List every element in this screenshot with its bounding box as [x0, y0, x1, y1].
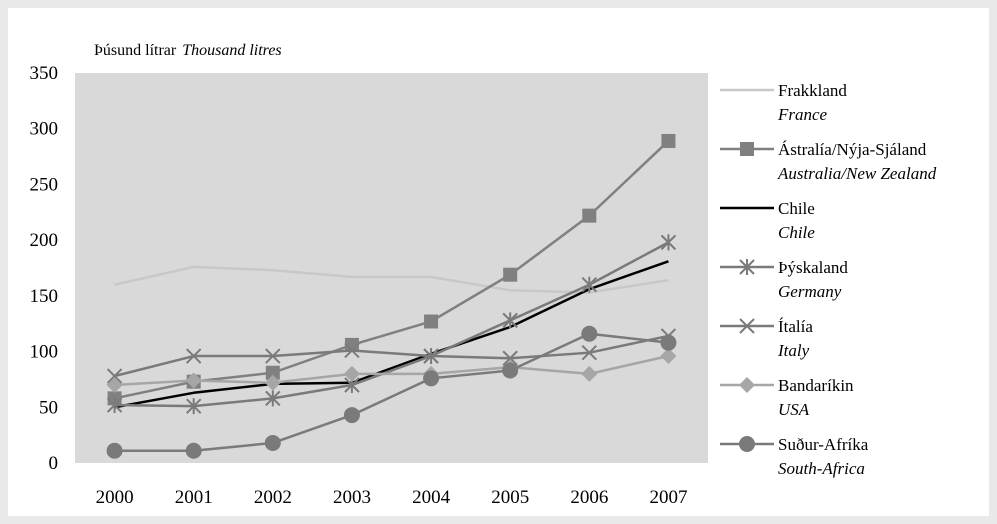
data-point [106, 368, 123, 384]
data-point [185, 372, 202, 389]
data-point [581, 344, 598, 361]
series-line [114, 241, 670, 408]
series-line [114, 334, 669, 378]
legend-marker [739, 259, 755, 275]
series-line [114, 260, 669, 409]
data-point [343, 407, 360, 424]
y-tick-label: 200 [30, 230, 59, 251]
legend-label-en: Australia/New Zealand [777, 164, 937, 183]
y-tick-label: 350 [30, 63, 59, 84]
series-6 [106, 325, 677, 459]
legend-label-en: Germany [778, 282, 842, 301]
data-point [660, 334, 677, 351]
legend-label: Ítalía [778, 317, 813, 336]
data-point [264, 374, 281, 391]
data-point [344, 337, 359, 352]
data-point [265, 365, 280, 380]
legend-label: Bandaríkin [778, 376, 854, 395]
legend-item-0: Frakkland France [720, 81, 847, 124]
data-point [581, 276, 598, 293]
series-5 [106, 348, 677, 393]
x-tick-label: 2007 [649, 487, 687, 508]
x-tick-label: 2003 [333, 487, 371, 508]
data-point [424, 314, 439, 329]
y-tick-label: 0 [49, 453, 59, 474]
y-unit-label-is: Þúsund lítrar [94, 42, 177, 59]
y-tick-label: 300 [30, 119, 59, 140]
y-unit-label: Þúsund lítrar Thousand litres [94, 42, 282, 59]
legend-label: Þýskaland [778, 258, 848, 277]
data-point [185, 398, 202, 415]
legend-marker [740, 142, 754, 156]
legend-label: Ástralía/Nýja-Sjáland [778, 140, 927, 159]
data-point [423, 370, 440, 387]
legend-label: Chile [778, 199, 815, 218]
x-tick-label: 2005 [491, 487, 529, 508]
legend-label: Frakkland [778, 81, 847, 100]
legend-marker [739, 377, 755, 393]
y-axis-ticks: 0 50 100 150 200 250 300 350 [30, 63, 59, 474]
legend-item-3: Þýskaland Germany [720, 258, 848, 301]
data-point [106, 442, 123, 459]
data-point [185, 442, 202, 459]
data-point [423, 348, 439, 364]
data-point [106, 397, 123, 414]
y-tick-label: 250 [30, 174, 59, 195]
data-point [503, 267, 518, 282]
legend-label-en: Italy [777, 341, 810, 360]
data-point [502, 350, 518, 366]
series-layer [106, 133, 677, 459]
data-point [660, 348, 677, 365]
x-tick-label: 2006 [570, 487, 608, 508]
legend-label: Suður-Afríka [778, 435, 869, 454]
series-4 [106, 328, 677, 384]
x-axis-ticks: 2000 2001 2002 2003 2004 2005 2006 2007 [96, 487, 688, 508]
legend-item-4: Ítalía Italy [720, 317, 813, 360]
y-tick-label: 150 [30, 286, 59, 307]
y-tick-label: 50 [39, 397, 58, 418]
data-point [343, 365, 360, 382]
data-point [264, 434, 281, 451]
x-tick-label: 2001 [175, 487, 213, 508]
data-point [660, 234, 677, 251]
x-tick-label: 2004 [412, 487, 451, 508]
data-point [106, 377, 123, 393]
data-point [344, 342, 360, 359]
legend-marker [739, 436, 755, 452]
legend-label-en: Chile [778, 223, 815, 242]
data-point [502, 312, 518, 329]
legend-item-2: Chile Chile [720, 199, 815, 242]
series-0 [114, 265, 669, 294]
legend-item-6: Suður-Afríka South-Africa [720, 435, 869, 478]
series-2 [114, 260, 669, 409]
data-point [265, 390, 281, 407]
legend-item-5: Bandaríkin USA [720, 376, 854, 419]
data-point [581, 365, 598, 382]
legend-label-en: France [777, 105, 828, 124]
series-line [114, 332, 669, 452]
legend-label-en: South-Africa [778, 459, 865, 478]
plot-area-background [75, 73, 708, 463]
data-point [265, 348, 281, 364]
y-unit-label-en: Thousand litres [182, 42, 281, 59]
legend-item-1: Ástralía/Nýja-Sjáland Australia/New Zeala… [720, 140, 937, 183]
legend-label-en: USA [778, 400, 810, 419]
series-line [114, 265, 669, 294]
data-point [661, 133, 676, 148]
data-point [581, 325, 598, 342]
legend: Frakkland France Ástralía/Nýja-Sjáland Aust… [720, 81, 937, 478]
data-point [502, 362, 519, 379]
legend-marker [739, 318, 755, 334]
data-point [582, 208, 597, 223]
series-line [114, 354, 669, 387]
x-tick-label: 2002 [254, 487, 292, 508]
x-tick-label: 2000 [96, 487, 134, 508]
y-tick-label: 100 [30, 342, 59, 363]
data-point [185, 348, 202, 364]
